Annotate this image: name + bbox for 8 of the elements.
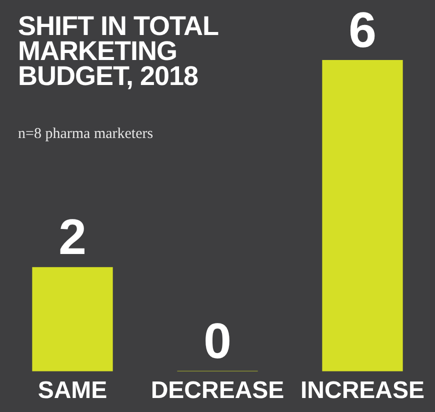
- x-tick-label: DECREASE: [150, 377, 284, 404]
- x-tick-label: INCREASE: [300, 377, 425, 404]
- chart-title: SHIFT IN TOTAL MARKETING BUDGET, 2018: [18, 11, 220, 91]
- text: n=8 pharma marketers: [18, 126, 154, 143]
- data-label: 0: [204, 312, 232, 369]
- data-label: 2: [58, 209, 86, 266]
- x-tick-label: SAME: [38, 377, 108, 404]
- data-label: 6: [348, 2, 376, 58]
